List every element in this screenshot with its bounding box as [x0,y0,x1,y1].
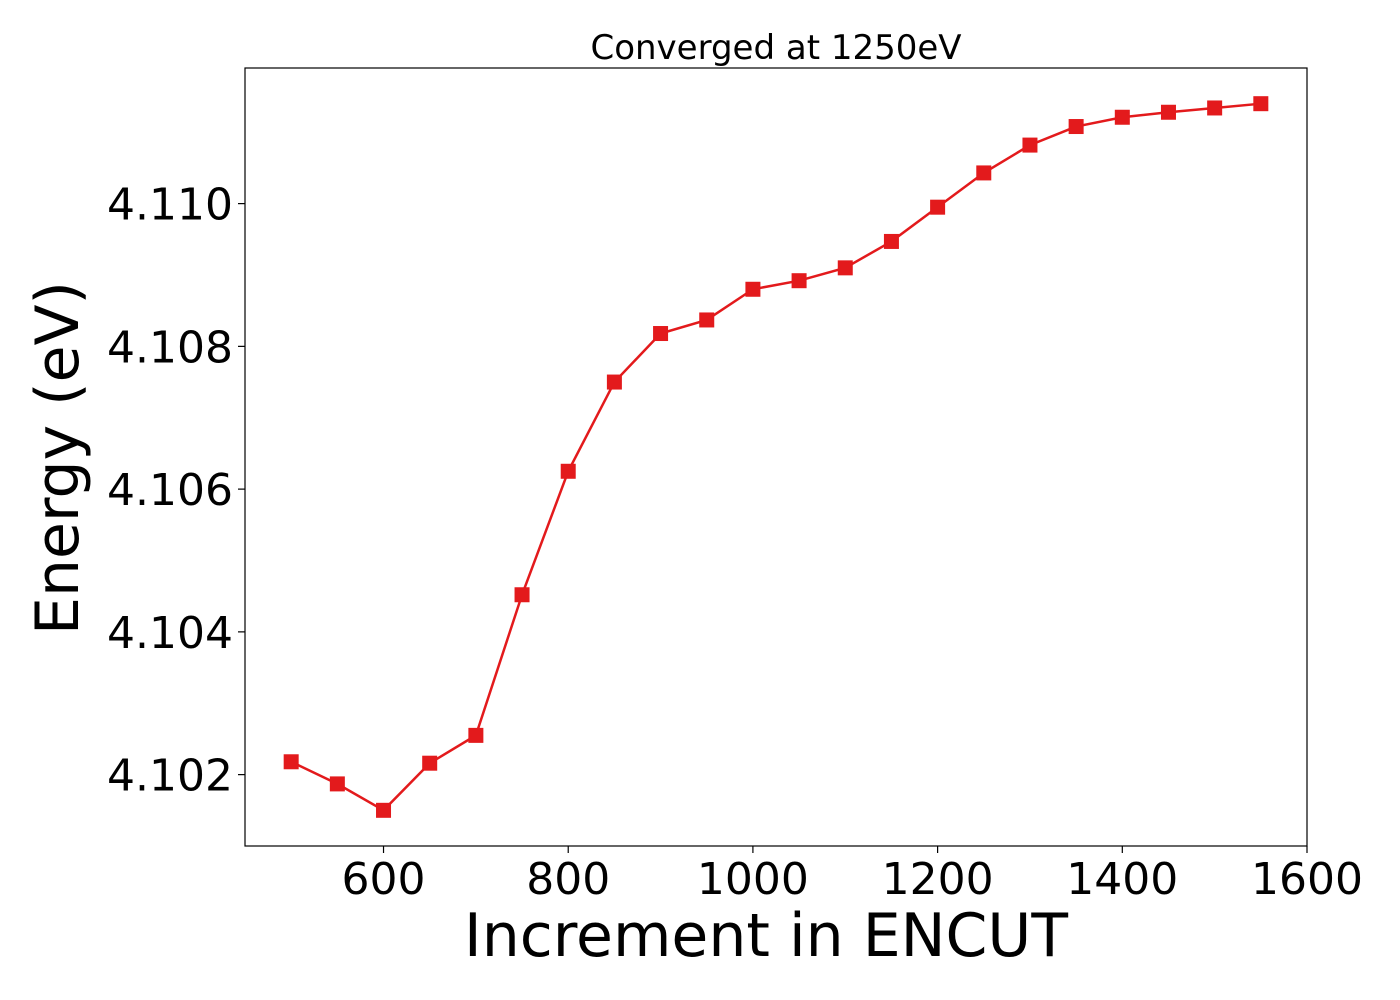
x-axis-label: Increment in ENCUT [464,901,1068,971]
y-axis: 4.102 4.104 4.106 4.108 4.110 [107,180,245,802]
data-point [745,281,761,297]
y-tick-label: 4.108 [107,322,233,373]
data-point [1207,100,1223,116]
y-tick-label: 4.106 [107,465,233,516]
data-point [283,754,299,770]
y-tick-label: 4.104 [107,608,233,659]
data-point [837,260,853,276]
y-axis-label: Energy (eV) [23,281,93,635]
data-point [976,165,992,181]
data-point [791,273,807,289]
data-point [653,326,669,342]
data-point [329,776,345,792]
x-tick-label: 1400 [1066,854,1178,905]
data-point [376,802,392,818]
series-layer [283,96,1269,818]
data-point [606,374,622,390]
x-axis: 600 800 1000 1200 1400 1600 [342,846,1363,905]
data-point [1114,109,1130,125]
data-point [930,199,946,215]
y-tick-label: 4.102 [107,751,233,802]
data-point [514,587,530,603]
data-point [1253,96,1269,112]
data-point [468,727,484,743]
x-tick-label: 800 [526,854,610,905]
data-point [883,233,899,249]
data-point [1022,137,1038,153]
x-tick-label: 1000 [697,854,809,905]
data-point [560,463,576,479]
data-point [1068,119,1084,135]
x-tick-label: 600 [342,854,426,905]
data-point [699,312,715,328]
x-tick-label: 1600 [1251,854,1363,905]
plot-frame [244,67,1308,847]
chart-title: Converged at 1250eV [590,28,961,68]
series-line [290,102,1261,812]
x-tick-label: 1200 [882,854,994,905]
data-point [1160,104,1176,120]
y-tick-label: 4.110 [107,180,233,231]
data-point [422,755,438,771]
